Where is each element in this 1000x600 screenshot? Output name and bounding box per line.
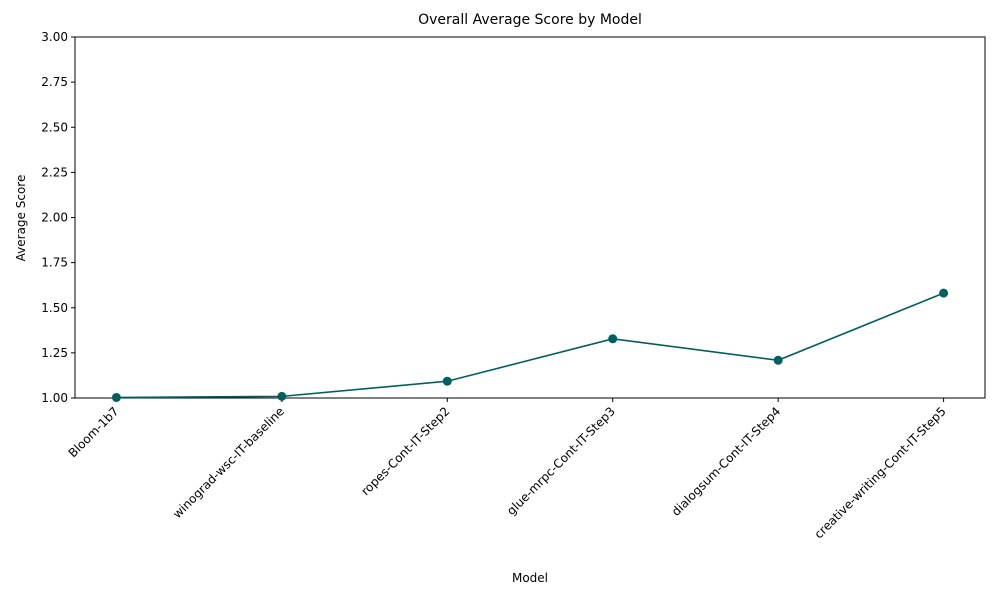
chart-title: Overall Average Score by Model [418, 12, 642, 28]
x-axis-label: Model [512, 571, 548, 585]
y-tick-label: 3.00 [41, 30, 68, 44]
y-tick-label: 1.25 [41, 346, 68, 360]
y-tick-label: 1.75 [41, 256, 68, 270]
data-point [277, 391, 287, 401]
y-axis-label: Average Score [14, 175, 28, 262]
data-point [939, 288, 949, 298]
y-tick-label: 2.50 [41, 120, 68, 134]
data-point [608, 334, 618, 344]
y-tick-label: 2.75 [41, 75, 68, 89]
data-point [442, 376, 452, 386]
y-tick-label: 1.50 [41, 301, 68, 315]
data-point [773, 355, 783, 365]
y-tick-label: 2.25 [41, 165, 68, 179]
data-point [111, 392, 121, 402]
y-tick-label: 1.00 [41, 391, 68, 405]
y-tick-label: 2.00 [41, 211, 68, 225]
series-line [116, 292, 944, 399]
